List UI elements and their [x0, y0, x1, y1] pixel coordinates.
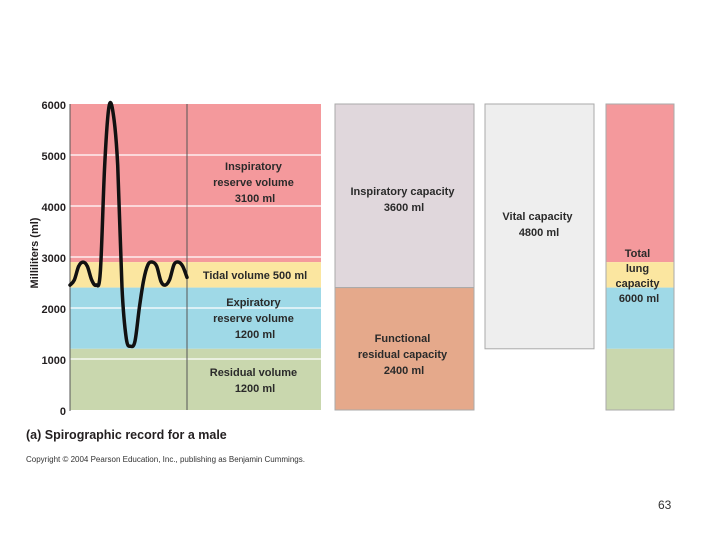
volume-bands	[70, 104, 321, 410]
copyright-notice: Copyright © 2004 Pearson Education, Inc.…	[26, 455, 305, 464]
y-tick-2000: 2000	[42, 304, 66, 316]
tidal-volume-label: Tidal volume 500 ml	[203, 270, 307, 282]
frc-label: Functional residual capacity 2400 ml	[358, 333, 450, 377]
functional-residual-capacity-bar	[334, 287, 475, 411]
tlc-irv-segment	[606, 104, 674, 263]
tlc-tidal-segment	[606, 262, 674, 288]
inspiratory-capacity-bar	[334, 103, 475, 289]
vital-capacity-bar-group: Vital capacity 4800 ml	[484, 103, 595, 350]
y-tick-0: 0	[60, 406, 66, 418]
residual-volume-band	[70, 348, 321, 410]
total-lung-capacity-bar: Total lung capacity 6000 ml	[605, 103, 675, 411]
grid-lines	[70, 154, 321, 360]
y-tick-6000: 6000	[42, 100, 66, 112]
inspiratory-capacity-label: Inspiratory capacity 3600 ml	[351, 186, 458, 214]
irv-label: Inspiratory reserve volume 3100 ml	[213, 161, 297, 205]
tlc-frame	[605, 103, 675, 411]
y-axis-label: Milliliters (ml)	[29, 217, 41, 288]
tlc-erv-segment	[606, 287, 674, 349]
ic-frc-bar: Inspiratory capacity 3600 ml Functional …	[334, 103, 475, 411]
figure-caption: (a) Spirographic record for a male	[26, 428, 227, 442]
page-number: 63	[658, 498, 672, 512]
y-ticks: 6000 5000 4000 3000 2000 1000 0	[42, 100, 66, 418]
total-lung-capacity-label: Total lung capacity 6000 ml	[615, 248, 662, 305]
y-tick-5000: 5000	[42, 151, 66, 163]
tidal-volume-band	[70, 262, 321, 288]
expiratory-reserve-volume-band	[70, 287, 321, 349]
tlc-residual-segment	[606, 348, 674, 410]
residual-volume-label: Residual volume 1200 ml	[210, 367, 300, 395]
y-tick-1000: 1000	[42, 355, 66, 367]
vital-capacity-label: Vital capacity 4800 ml	[502, 211, 575, 239]
inspiratory-reserve-volume-band	[70, 104, 321, 263]
erv-label: Expiratory reserve volume 1200 ml	[213, 297, 297, 341]
volume-labels: Inspiratory reserve volume 3100 ml Tidal…	[203, 161, 307, 395]
vital-capacity-bar	[484, 103, 595, 350]
spirogram-trace	[68, 100, 189, 349]
y-tick-3000: 3000	[42, 253, 66, 265]
y-tick-4000: 4000	[42, 202, 66, 214]
